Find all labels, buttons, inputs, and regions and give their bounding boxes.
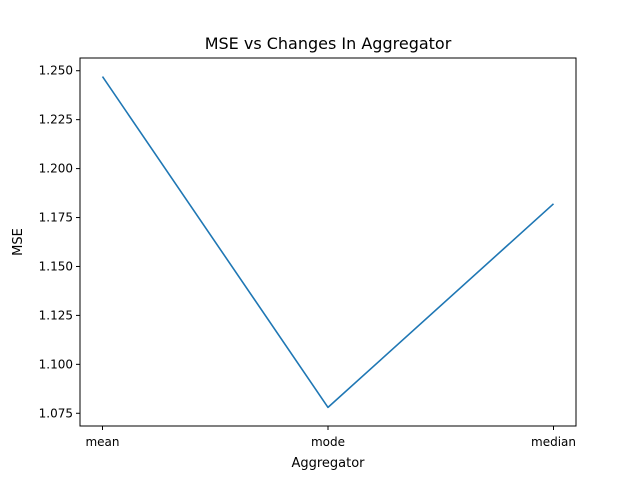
y-tick-label: 1.075	[39, 406, 73, 420]
x-tick-label: median	[531, 435, 576, 449]
chart-title: MSE vs Changes In Aggregator	[205, 34, 452, 53]
plot-frame	[79, 57, 577, 427]
y-tick-label: 1.175	[39, 211, 73, 225]
x-tick-label: mode	[311, 435, 345, 449]
x-axis-ticks: mean mode median	[85, 426, 576, 449]
x-axis-label: Aggregator	[291, 456, 365, 471]
y-tick-label: 1.150	[39, 259, 73, 273]
series-layer	[101, 76, 555, 409]
y-tick-label: 1.100	[39, 357, 73, 371]
y-tick-label: 1.250	[39, 64, 73, 78]
series-line-0	[101, 76, 555, 409]
y-axis-label: MSE	[11, 228, 26, 256]
y-tick-label: 1.125	[39, 308, 73, 322]
x-tick-label: mean	[85, 435, 119, 449]
y-tick-label: 1.200	[39, 162, 73, 176]
y-axis-ticks: 1.075 1.100 1.125 1.150 1.175 1.200 1.225 1.250	[39, 64, 80, 420]
y-tick-label: 1.225	[39, 113, 73, 127]
